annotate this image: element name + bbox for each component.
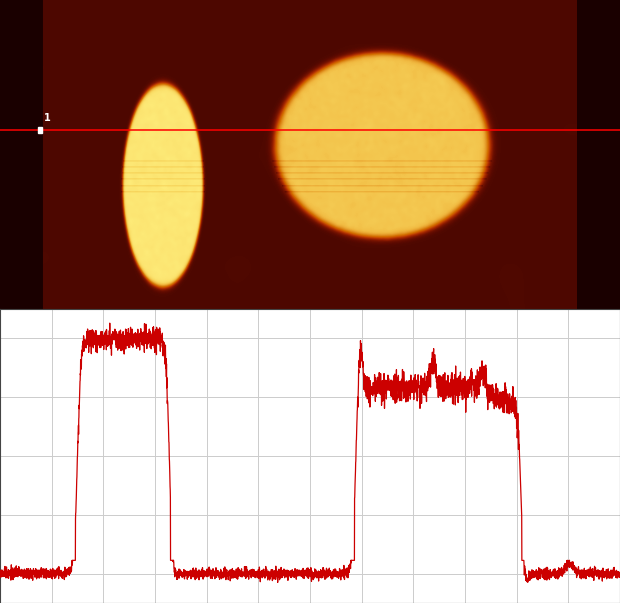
Bar: [38, 127, 42, 133]
Text: 1: 1: [44, 113, 51, 122]
